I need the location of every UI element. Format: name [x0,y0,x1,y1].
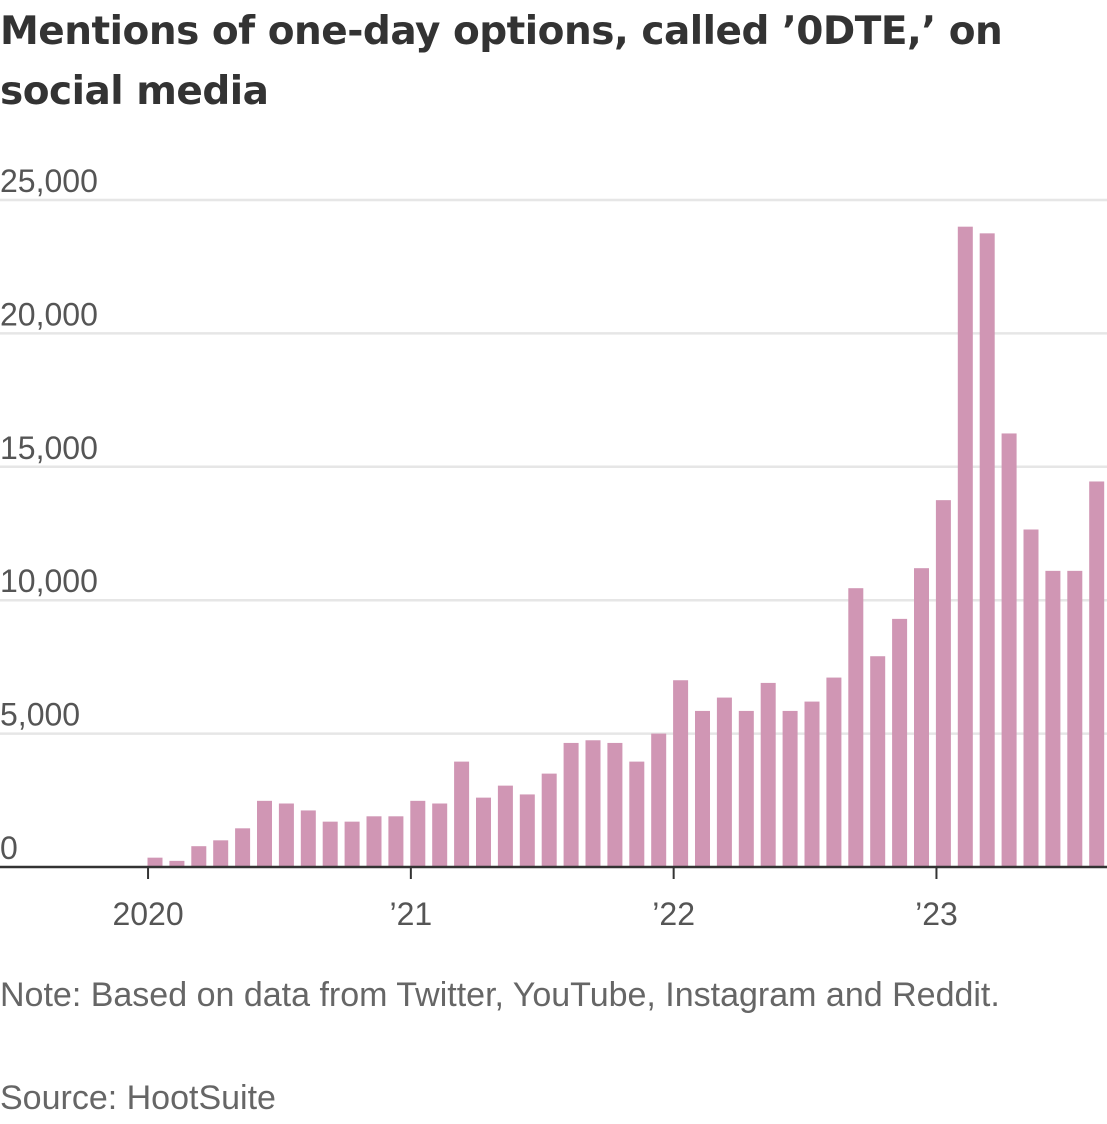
bar-chart: 0 5,000 10,000 15,000 20,000 25,000 2020 ’21 ’2… [0,150,1107,940]
chart-note: Note: Based on data from Twitter, YouTub… [0,976,1000,1014]
y-tick-label: 20,000 [0,296,98,332]
bar [804,701,820,867]
bar [497,785,513,867]
bar [366,816,382,867]
bar [957,226,973,867]
x-tick-label: ’23 [915,896,958,932]
y-tick-label: 10,000 [0,563,98,599]
y-tick-label: 0 [0,830,18,866]
bar [1089,481,1105,867]
bar-chart-svg: 0 5,000 10,000 15,000 20,000 25,000 2020 ’21 ’2… [0,163,1107,932]
bar [388,816,404,867]
x-axis-tick-labels: 2020 ’21 ’22 ’23 [112,896,957,932]
bar [585,740,601,867]
y-axis-tick-labels: 0 5,000 10,000 15,000 20,000 25,000 [0,163,98,866]
bar [673,680,689,867]
bar [432,803,448,867]
y-tick-label: 5,000 [0,697,80,733]
chart-source: Source: HootSuite [0,1079,276,1117]
bar [738,710,754,867]
chart-title: Mentions of one-day options, called ’0DT… [0,9,1003,114]
bar [1067,570,1083,867]
bar [344,821,360,867]
bar [651,733,667,867]
x-axis [0,865,1107,879]
x-tick-label: ’22 [652,896,695,932]
bar [1045,570,1061,867]
bars [147,226,1105,868]
bar [716,697,732,867]
bar [191,846,207,867]
bar [826,677,842,867]
bar [695,710,710,867]
bar [782,710,798,867]
bar [213,840,229,867]
bar [476,797,491,867]
x-tick-label: ’21 [389,896,432,932]
y-tick-label: 25,000 [0,163,98,199]
bar [914,568,929,867]
bar [1001,433,1017,867]
bar [979,233,995,868]
bar [629,761,645,867]
bar [935,500,951,867]
bar [541,773,557,867]
bar [147,857,163,867]
bar [257,800,272,867]
bar [235,828,251,867]
bar [322,821,338,867]
bar [892,618,908,867]
y-tick-label: 15,000 [0,430,98,466]
bar [848,588,864,867]
bar [870,656,886,867]
bar [519,794,535,867]
bar [454,761,470,867]
bar [410,800,426,867]
bar [1023,529,1039,867]
bar [607,742,623,867]
bar [169,860,185,867]
bar [278,803,294,867]
bar [300,810,316,867]
bar [760,682,776,867]
x-tick-label: 2020 [112,896,183,932]
bar [563,742,579,867]
